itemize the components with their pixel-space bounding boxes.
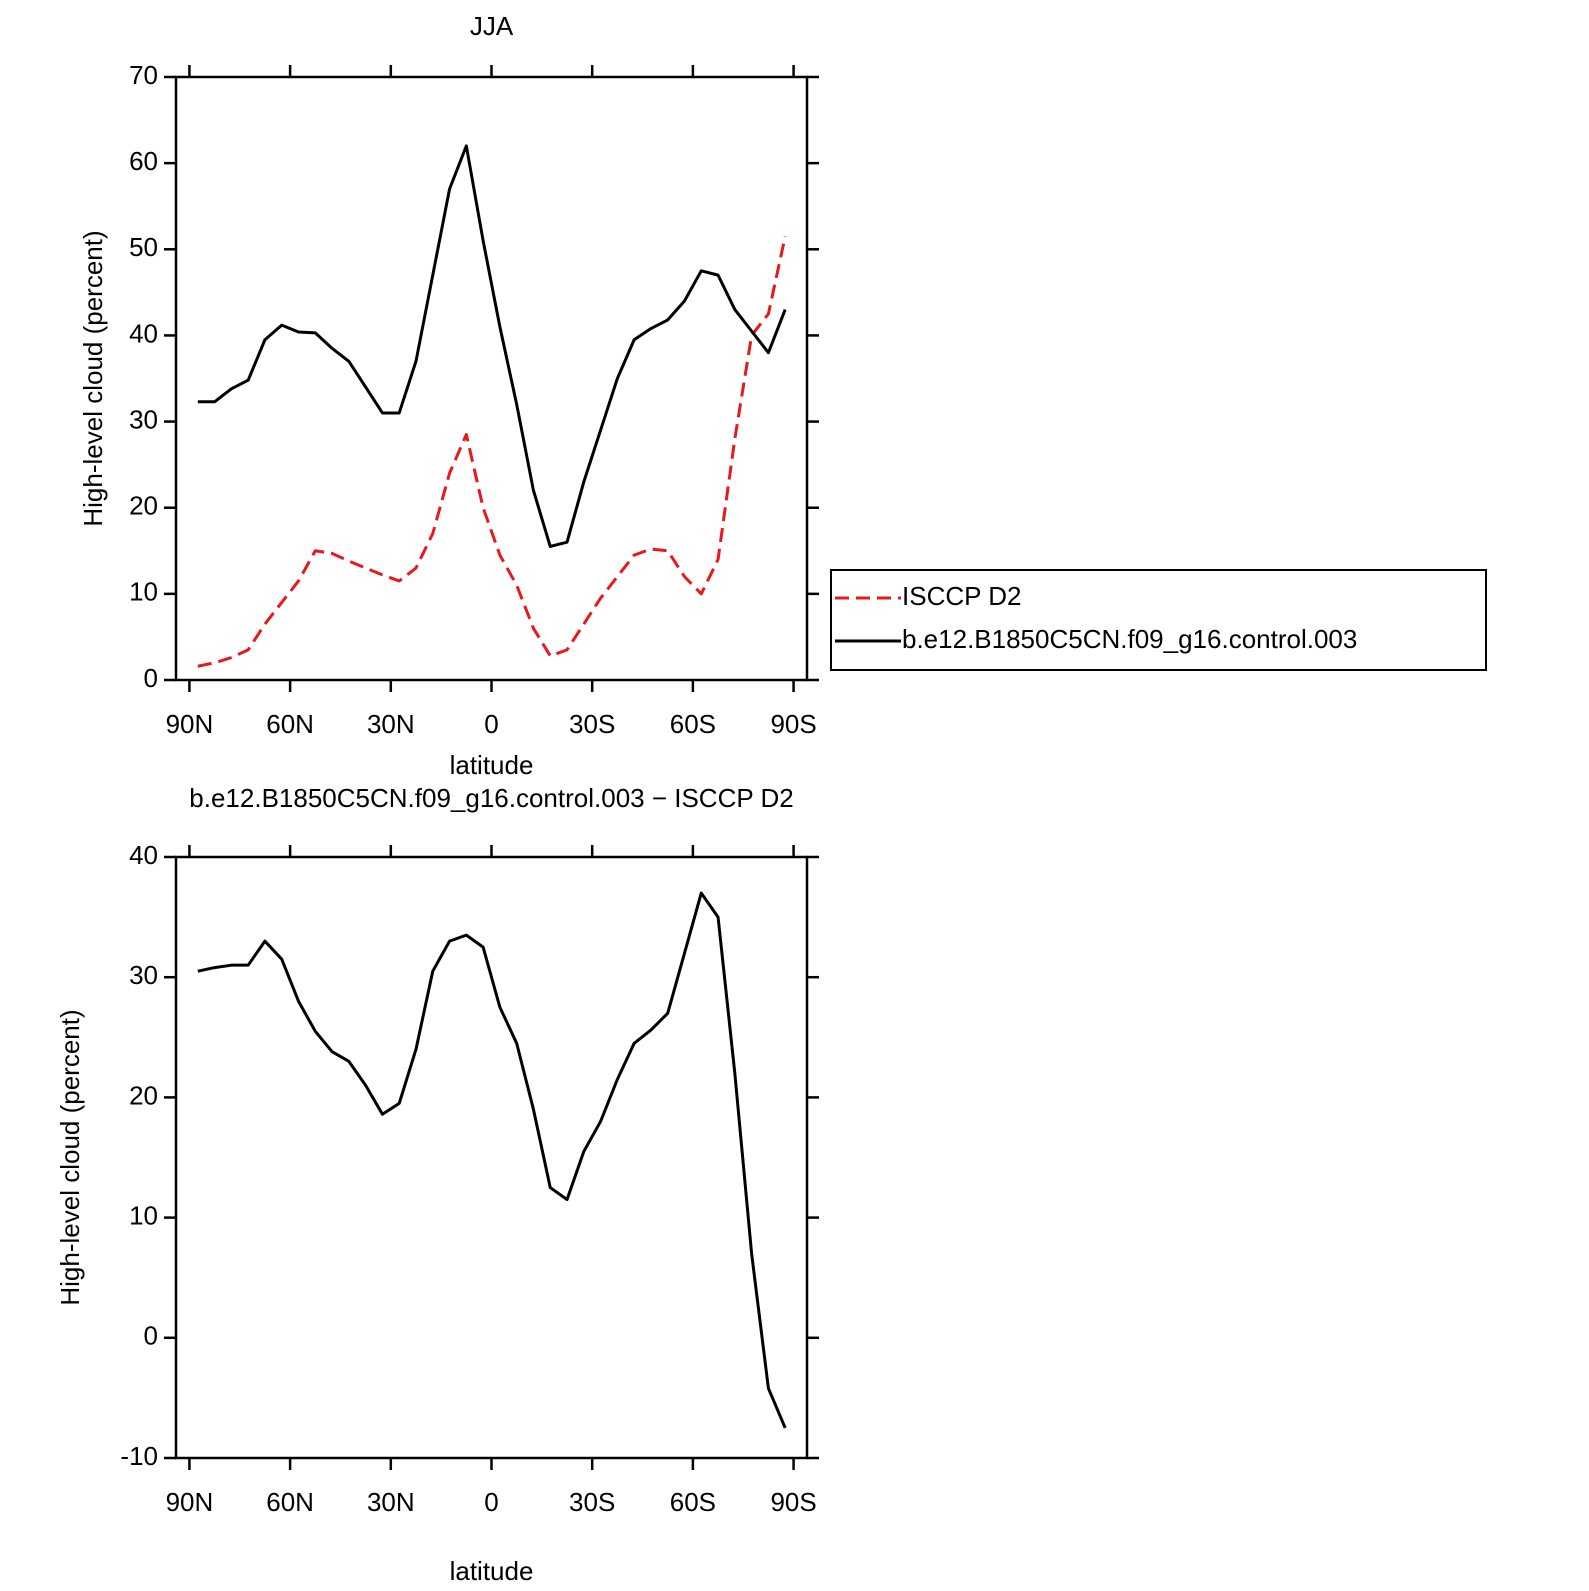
y-tick-label: 40 [129, 840, 158, 870]
legend-label: ISCCP D2 [902, 581, 1021, 611]
y-tick-label: 60 [129, 146, 158, 176]
y-tick-label: 40 [129, 318, 158, 348]
x-tick-label: 0 [484, 709, 498, 739]
y-tick-label: 50 [129, 232, 158, 262]
y-tick-label: 0 [144, 663, 158, 693]
y-axis-label: High-level cloud (percent) [55, 1009, 85, 1305]
y-tick-label: -10 [120, 1441, 158, 1471]
x-tick-label: 60N [266, 1487, 314, 1517]
data-line [197, 891, 787, 1429]
data-line [197, 144, 787, 548]
x-tick-label: 60S [670, 709, 716, 739]
y-tick-label: 30 [129, 404, 158, 434]
y-tick-label: 10 [129, 1200, 158, 1230]
chart-title: b.e12.B1850C5CN.f09_g16.control.003 − IS… [189, 783, 793, 813]
x-tick-label: 60S [670, 1487, 716, 1517]
legend-box [830, 569, 1487, 671]
y-tick-label: 10 [129, 577, 158, 607]
x-tick-label: 90S [770, 709, 816, 739]
x-axis-label: latitude [450, 750, 534, 780]
x-tick-label: 30N [367, 1487, 415, 1517]
plot-frame [174, 75, 809, 682]
x-axis-label: latitude [450, 1556, 534, 1586]
x-tick-label: 0 [484, 1487, 498, 1517]
y-tick-label: 70 [129, 60, 158, 90]
x-tick-label: 30N [367, 709, 415, 739]
y-tick-label: 30 [129, 960, 158, 990]
x-tick-label: 90S [770, 1487, 816, 1517]
y-tick-label: 20 [129, 1080, 158, 1110]
y-tick-label: 20 [129, 491, 158, 521]
legend-label: b.e12.B1850C5CN.f09_g16.control.003 [902, 624, 1357, 654]
data-line [197, 236, 787, 668]
y-axis-label: High-level cloud (percent) [78, 230, 108, 526]
x-tick-label: 60N [266, 709, 314, 739]
x-tick-label: 90N [166, 1487, 214, 1517]
plot-frame [174, 855, 809, 1460]
y-tick-label: 0 [144, 1321, 158, 1351]
x-tick-label: 30S [569, 1487, 615, 1517]
x-tick-label: 30S [569, 709, 615, 739]
x-tick-label: 90N [166, 709, 214, 739]
chart-title: JJA [470, 11, 514, 41]
